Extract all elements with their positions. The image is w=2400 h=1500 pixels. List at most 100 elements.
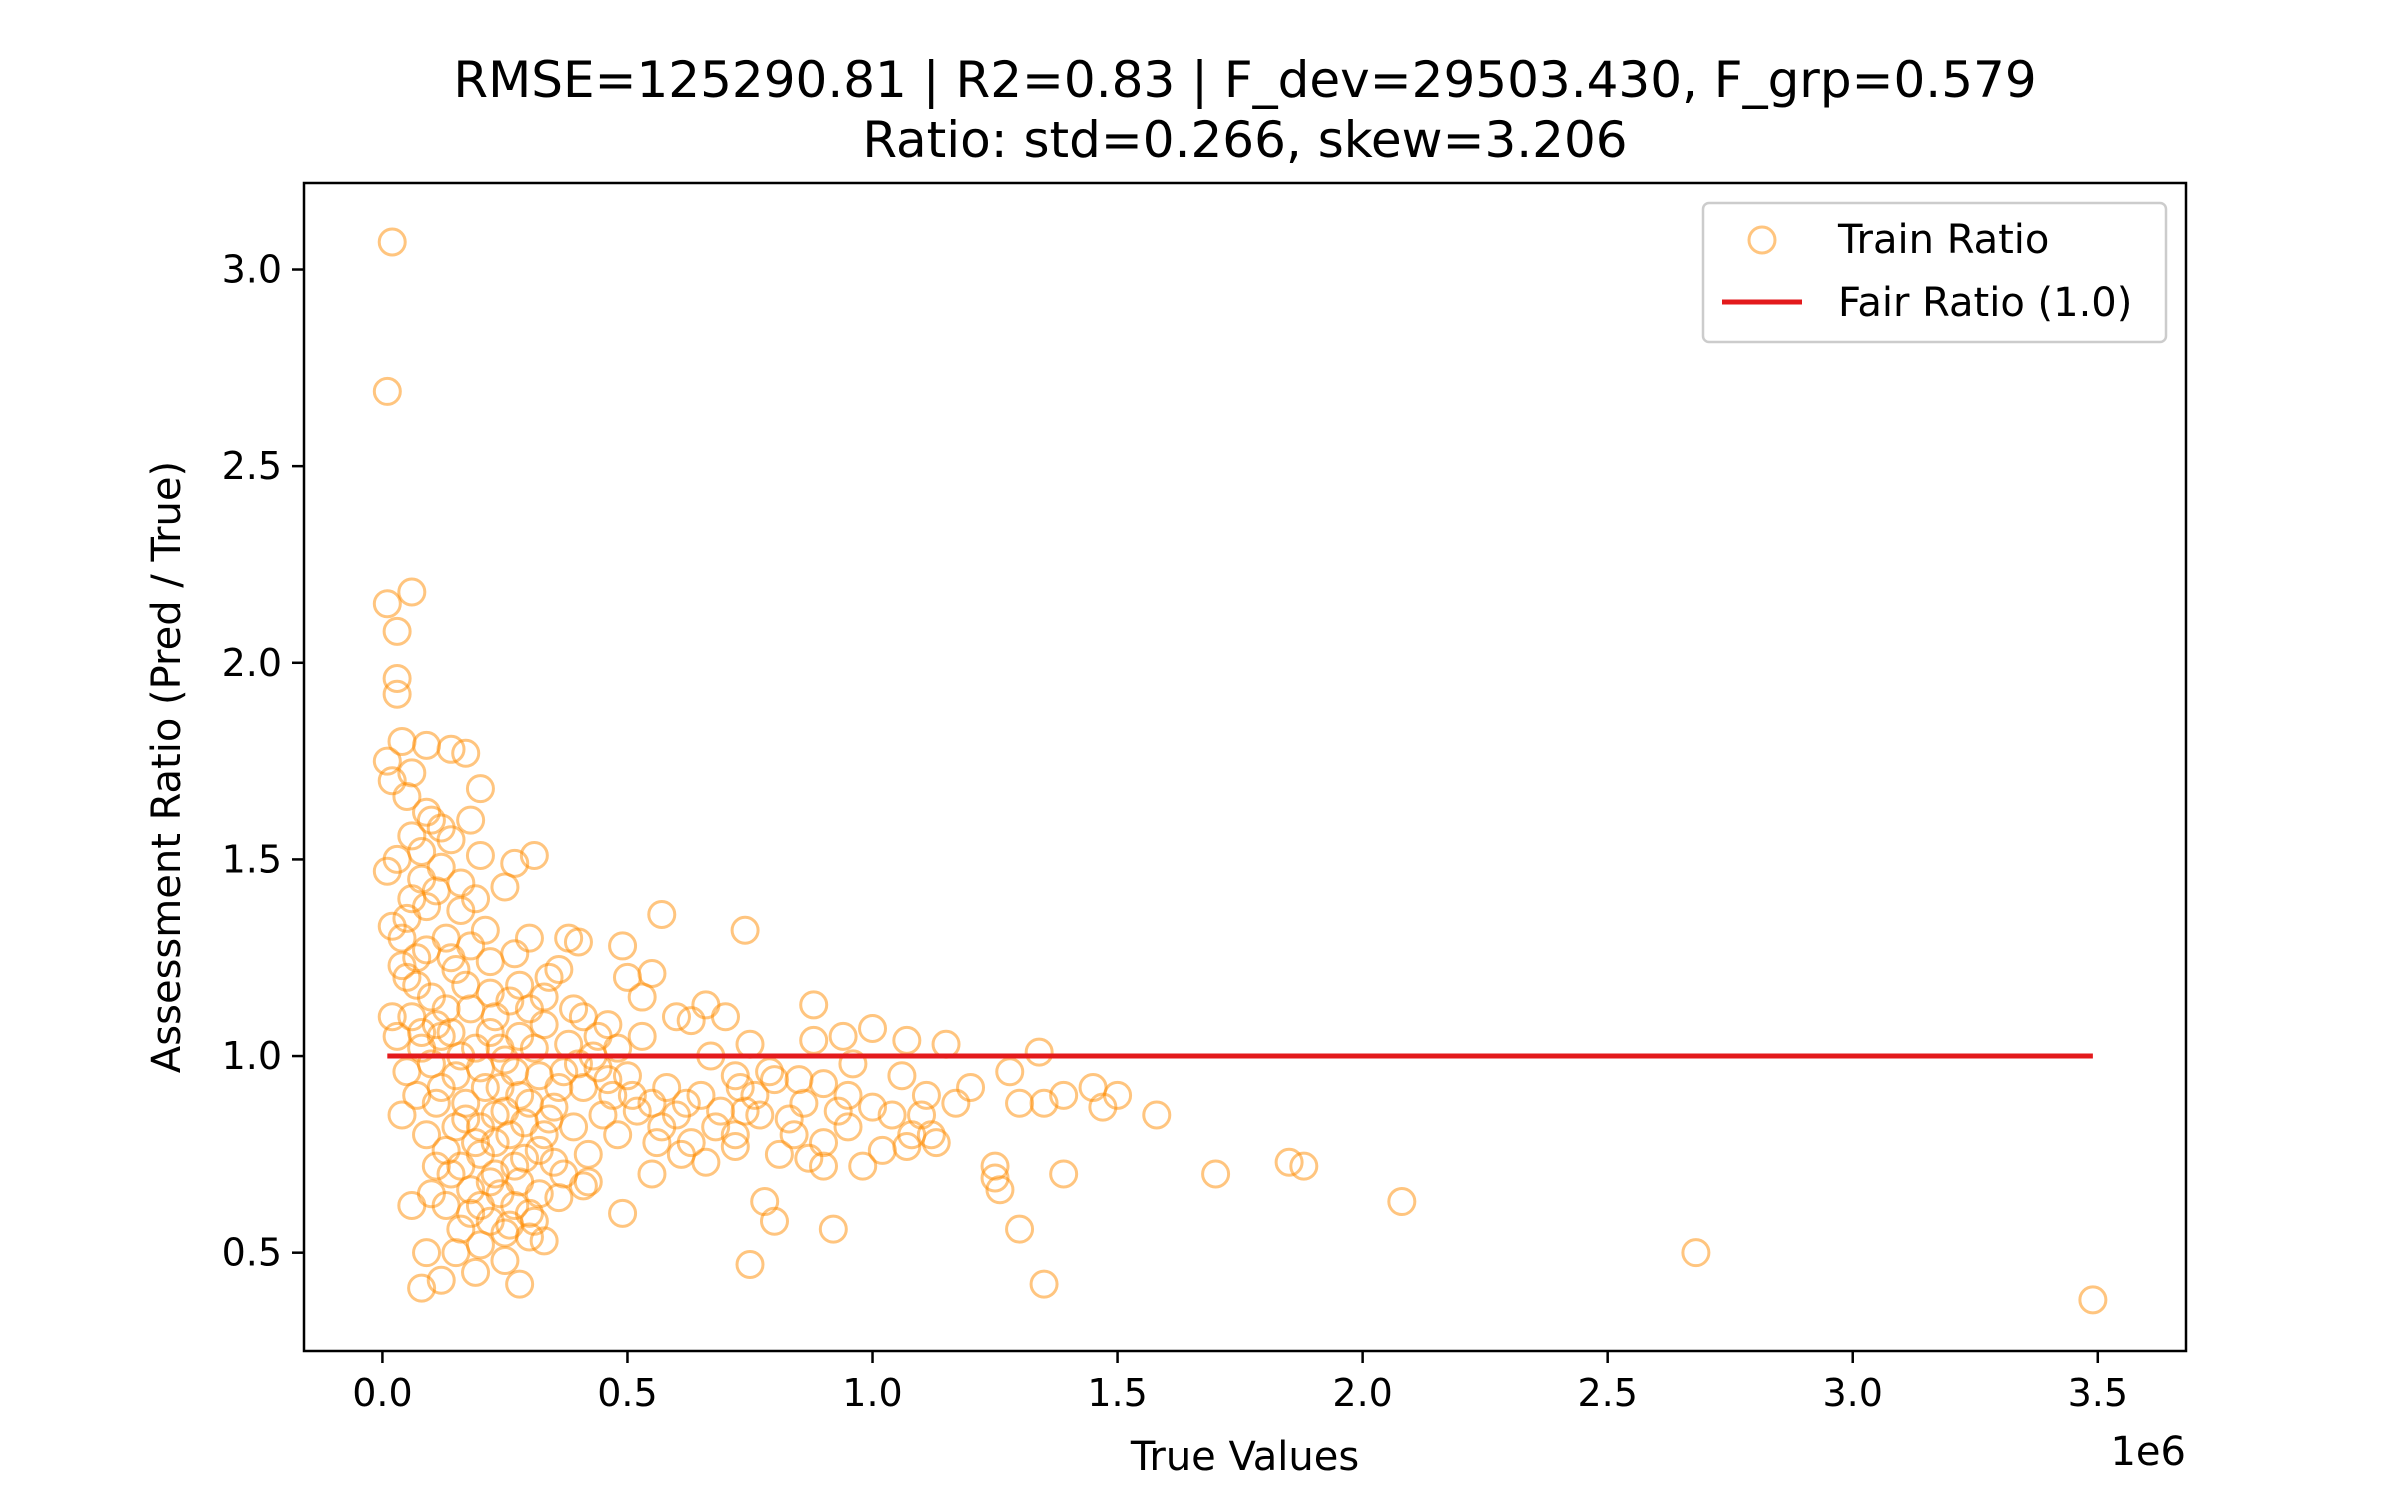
scatter-point (426, 1073, 456, 1103)
scatter-point (421, 1151, 451, 1181)
scatter-point (789, 1088, 819, 1118)
scatter-point (818, 1214, 848, 1244)
scatter-point (809, 1128, 839, 1158)
x-axis: 0.0 0.5 1.0 1.5 2.0 2.5 3.0 3.5 (352, 1351, 2128, 1415)
scatter-point (1274, 1147, 1304, 1177)
scatter-point (431, 1135, 461, 1165)
scatter-point (456, 994, 486, 1024)
scatter-point (387, 951, 417, 981)
scatter-point (627, 1021, 657, 1051)
y-tick-label: 0.5 (222, 1231, 282, 1275)
scatter-point (485, 1073, 515, 1103)
scatter-point (500, 939, 530, 969)
scatter-point (397, 821, 427, 851)
scatter-point (387, 1100, 417, 1130)
scatter-point (534, 962, 564, 992)
y-axis-label: Assessment Ratio (Pred / True) (144, 461, 190, 1073)
scatter-point (799, 1025, 829, 1055)
scatter-point (823, 1096, 853, 1126)
scatter-point (382, 664, 412, 694)
scatter-point (603, 1120, 633, 1150)
scatter-point (529, 1120, 559, 1150)
scatter-point (461, 1257, 491, 1287)
x-tick-label: 0.5 (597, 1371, 657, 1415)
x-tick-label: 2.5 (1577, 1371, 1637, 1415)
scatter-point (387, 923, 417, 953)
scatter-point (1049, 1080, 1079, 1110)
scatter-point (760, 1065, 789, 1095)
legend-box (1701, 201, 2168, 344)
scatter-point (372, 746, 402, 776)
x-tick-label: 1.5 (1087, 1371, 1147, 1415)
scatter-point (412, 892, 442, 922)
scatter-point (456, 1175, 486, 1205)
scatter-point (505, 970, 535, 1000)
scatter-point (637, 1088, 667, 1118)
x-axis-offset-label: 1e6 (2110, 1429, 2186, 1475)
scatter-point (1005, 1214, 1035, 1244)
scatter-point (392, 781, 422, 811)
scatter-point (666, 1139, 696, 1169)
scatter-point (774, 1104, 804, 1134)
scatter-point (495, 1120, 525, 1150)
scatter-point (833, 1080, 863, 1110)
scatter-point (745, 1100, 775, 1130)
x-tick-label: 0.0 (352, 1371, 412, 1415)
scatter-point (809, 1151, 839, 1181)
scatter-point (529, 982, 559, 1012)
scatter-point (372, 376, 402, 406)
scatter-point (956, 1073, 986, 1103)
scatter-point (652, 1073, 682, 1103)
plot-marks (372, 227, 2108, 1315)
scatter-point (372, 856, 402, 886)
scatter-point (858, 1014, 888, 1044)
scatter-point (465, 1190, 495, 1220)
scatter-point (495, 986, 525, 1016)
scatter-point (710, 1002, 740, 1032)
scatter-point (500, 1151, 530, 1181)
scatter-point (1142, 1100, 1172, 1130)
scatter-point (421, 1010, 451, 1040)
legend-label-fair-ratio: Fair Ratio (1.0) (1838, 280, 2132, 326)
scatter-point (593, 1065, 623, 1095)
y-tick-label: 1.5 (222, 837, 282, 881)
scatter-point (480, 1128, 510, 1158)
scatter-point (764, 1139, 794, 1169)
scatter-point (407, 1273, 437, 1303)
scatter-point (828, 1021, 858, 1051)
scatter-point (412, 1238, 442, 1268)
scatter-point (441, 955, 471, 985)
scatter-point (794, 1143, 824, 1173)
chart-title-line2: Ratio: std=0.266, skew=3.206 (862, 111, 1627, 169)
scatter-point (897, 1120, 927, 1150)
scatter-point (760, 1206, 789, 1236)
scatter-point (740, 1080, 770, 1110)
y-tick-label: 2.0 (222, 641, 282, 685)
scatter-point (402, 943, 432, 973)
x-tick-label: 3.5 (2068, 1371, 2128, 1415)
scatter-point (382, 616, 412, 646)
scatter-point (436, 734, 466, 764)
scatter-point (755, 1057, 785, 1087)
scatter-point (416, 805, 446, 835)
scatter-point (608, 1198, 638, 1228)
scatter-point (1088, 1092, 1118, 1122)
scatter-point (475, 1206, 505, 1236)
scatter-point (456, 931, 486, 961)
scatter-point (627, 982, 657, 1012)
x-tick-label: 1.0 (842, 1371, 902, 1415)
scatter-point (809, 1069, 839, 1099)
scatter-point (519, 1033, 549, 1063)
scatter-point (451, 1088, 481, 1118)
scatter-point (544, 955, 574, 985)
scatter-point (612, 1061, 642, 1091)
scatter-point (838, 1049, 868, 1079)
scatter-point (622, 1096, 652, 1126)
legend-marker-train-ratio (1747, 225, 1777, 255)
scatter-point (436, 825, 466, 855)
scatter-point (735, 1249, 765, 1279)
scatter-point (519, 840, 549, 870)
scatter-point (461, 884, 491, 914)
scatter-point (1024, 1037, 1054, 1067)
legend: Train Ratio Fair Ratio (1.0) (1701, 201, 2168, 344)
